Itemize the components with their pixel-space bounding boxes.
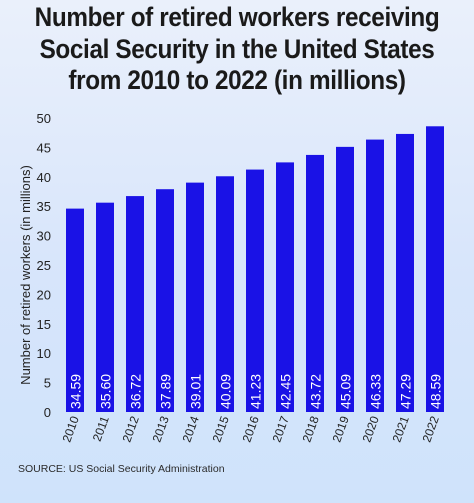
bar bbox=[396, 133, 414, 412]
x-tick-label: 2016 bbox=[240, 414, 262, 444]
bar bbox=[366, 139, 384, 413]
y-tick-label: 35 bbox=[37, 199, 51, 214]
x-tick-label: 2012 bbox=[120, 414, 142, 444]
bar bbox=[276, 162, 294, 412]
x-tick-label: 2015 bbox=[210, 414, 232, 444]
x-tick-label: 2013 bbox=[150, 414, 172, 444]
y-tick-label: 50 bbox=[37, 111, 51, 126]
bar bbox=[156, 189, 174, 412]
title-line-2: Social Security in the United States bbox=[39, 33, 435, 64]
bar-value-label: 36.72 bbox=[128, 374, 144, 409]
y-tick-label: 20 bbox=[37, 287, 51, 302]
bar-value-label: 46.33 bbox=[368, 374, 384, 409]
bar-chart: 0 5 10 15 20 25 30 35 40 45 50 Number of retired wo… bbox=[18, 111, 444, 444]
y-tick-label: 40 bbox=[37, 170, 51, 185]
x-tick-label: 2014 bbox=[180, 414, 202, 444]
bar bbox=[216, 176, 234, 412]
x-tick-label: 2017 bbox=[270, 414, 292, 444]
x-tick-label: 2021 bbox=[390, 414, 412, 444]
y-tick-label: 15 bbox=[37, 317, 51, 332]
bar-value-label: 47.29 bbox=[398, 374, 414, 409]
y-tick-label: 0 bbox=[44, 405, 51, 420]
x-tick-label: 2022 bbox=[420, 414, 442, 444]
x-tick-label: 2019 bbox=[330, 414, 352, 444]
bar-value-label: 41.23 bbox=[248, 374, 264, 409]
bar-value-label: 45.09 bbox=[338, 374, 354, 409]
bar bbox=[306, 154, 324, 413]
bar-value-label: 48.59 bbox=[428, 374, 444, 409]
y-tick-label: 30 bbox=[37, 229, 51, 244]
x-tick-label: 2018 bbox=[300, 414, 322, 444]
title-line-3: from 2010 to 2022 (in millions) bbox=[68, 65, 406, 95]
bar bbox=[66, 208, 84, 412]
bar-value-label: 35.60 bbox=[98, 374, 114, 409]
bar-value-label: 40.09 bbox=[218, 374, 234, 409]
x-tick-label: 2010 bbox=[60, 414, 82, 444]
y-tick-label: 10 bbox=[37, 346, 51, 361]
bar bbox=[426, 126, 444, 412]
x-tick-label: 2020 bbox=[360, 414, 382, 444]
bar-value-label: 34.59 bbox=[68, 374, 84, 409]
y-tick-label: 45 bbox=[37, 140, 51, 155]
bar bbox=[126, 196, 144, 412]
y-tick-label: 5 bbox=[44, 376, 51, 391]
bar bbox=[336, 146, 354, 413]
bar bbox=[96, 202, 114, 412]
source-note: SOURCE: US Social Security Administratio… bbox=[18, 463, 225, 475]
y-tick-label: 25 bbox=[37, 258, 51, 273]
x-tick-label: 2011 bbox=[90, 414, 112, 443]
y-axis-label: Number of retired workers (in millions) bbox=[18, 165, 33, 385]
chart-title: Number of retired workers receiving Soci… bbox=[24, 2, 451, 97]
title-line-1: Number of retired workers receiving bbox=[34, 2, 440, 32]
bar bbox=[186, 182, 204, 412]
bar-value-label: 42.45 bbox=[278, 374, 294, 409]
bar bbox=[246, 169, 264, 412]
bar-value-label: 39.01 bbox=[188, 374, 204, 409]
bar-value-label: 43.72 bbox=[308, 374, 324, 409]
bar-value-label: 37.89 bbox=[158, 374, 174, 409]
